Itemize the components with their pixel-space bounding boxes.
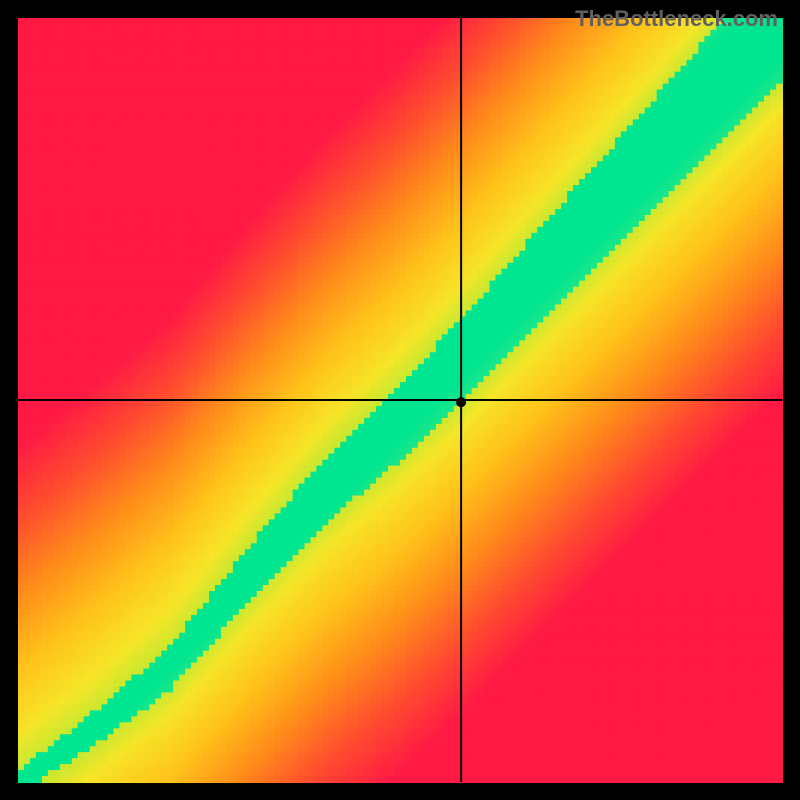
bottleneck-heatmap: [0, 0, 800, 800]
chart-container: TheBottleneck.com: [0, 0, 800, 800]
watermark-text: TheBottleneck.com: [575, 6, 778, 32]
